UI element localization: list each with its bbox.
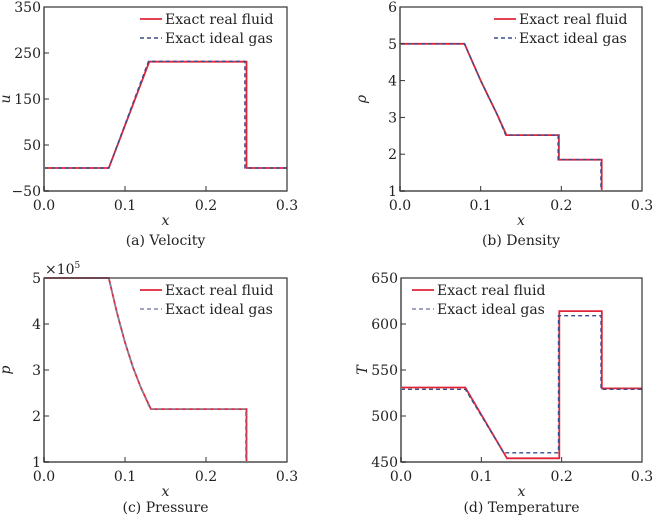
x-axis-label: x: [517, 213, 525, 229]
x-tick-label: 0.0: [389, 198, 411, 214]
y-tick-label: 4: [32, 317, 41, 333]
plot-area: [44, 277, 287, 463]
series-line-ideal-gas: [400, 43, 642, 192]
legend-label-ideal: Exact ideal gas: [519, 31, 627, 47]
legend-label-ideal: Exact ideal gas: [165, 302, 273, 318]
series-line-real-fluid: [401, 310, 642, 460]
panel-velocity: 0.0 0.1 0.2 0.3 350 250 150 50 −50 x u (a) Veloc…: [0, 0, 298, 249]
ticks: 0.0 0.1 0.2 0.3 6 5 4 3 2 1: [388, 0, 653, 214]
legend-label-ideal: Exact ideal gas: [437, 302, 545, 318]
y-tick-label: 500: [371, 409, 398, 425]
y-tick-label: 50: [23, 138, 41, 154]
x-tick-label: 0.3: [631, 469, 653, 485]
x-axis-label: x: [162, 484, 170, 500]
legend: Exact real fluid Exact ideal gas: [140, 283, 273, 318]
series-line-ideal-gas: [44, 277, 287, 463]
y-axis-multiplier: ×105: [45, 261, 81, 278]
series-line-real-fluid: [44, 60, 287, 169]
y-axis-label: ρ: [354, 94, 370, 104]
ticks: 0.0 0.1 0.2 0.3 350 250 150 50 −50: [11, 0, 298, 214]
y-tick-label: 5: [388, 37, 397, 53]
legend-label-real: Exact real fluid: [165, 283, 273, 299]
x-tick-label: 0.3: [276, 469, 298, 485]
x-tick-label: 0.2: [195, 469, 217, 485]
x-axis-label: x: [518, 484, 526, 500]
x-tick-label: 0.3: [276, 198, 298, 214]
y-tick-label: 350: [14, 0, 41, 16]
legend: Exact real fluid Exact ideal gas: [412, 283, 545, 318]
y-tick-label: 450: [371, 455, 398, 471]
x-tick-label: 0.3: [631, 198, 653, 214]
y-axis-label: T: [355, 364, 371, 375]
legend: Exact real fluid Exact ideal gas: [140, 12, 273, 47]
y-tick-label: 3: [32, 363, 41, 379]
series-line-real-fluid: [400, 42, 642, 192]
y-tick-label: 3: [388, 110, 397, 126]
x-tick-label: 0.0: [33, 198, 55, 214]
x-tick-label: 0.2: [550, 198, 572, 214]
ticks: 0.0 0.1 0.2 0.3 650 600 550 500 450: [371, 271, 653, 485]
panel-density: 0.0 0.1 0.2 0.3 6 5 4 3 2 1 x ρ (b) Density Exact…: [354, 0, 653, 249]
x-tick-label: 0.0: [33, 469, 55, 485]
y-tick-label: 4: [388, 74, 397, 90]
legend-label-real: Exact real fluid: [437, 283, 545, 299]
y-tick-label: 550: [371, 363, 398, 379]
x-tick-label: 0.1: [114, 469, 136, 485]
caption: (d) Temperature: [463, 500, 579, 516]
x-tick-label: 0.1: [114, 198, 136, 214]
y-tick-label: 150: [14, 92, 41, 108]
multiplier-exponent: 5: [75, 261, 81, 271]
plot-area: [400, 42, 642, 192]
y-tick-label: 1: [388, 184, 397, 200]
y-tick-label: 2: [388, 147, 397, 163]
x-tick-label: 0.2: [551, 469, 573, 485]
y-tick-label: 5: [32, 271, 41, 287]
multiplier-base: ×10: [45, 262, 75, 278]
y-tick-label: 600: [371, 317, 398, 333]
y-tick-label: 650: [371, 271, 398, 287]
y-tick-label: 1: [32, 455, 41, 471]
caption: (c) Pressure: [123, 500, 209, 516]
caption: (a) Velocity: [126, 233, 206, 249]
y-axis-label: p: [0, 365, 14, 374]
y-tick-label: −50: [11, 184, 41, 200]
y-tick-label: 2: [32, 409, 41, 425]
ticks: 0.0 0.1 0.2 0.3 5 4 3 2 1: [32, 271, 298, 485]
caption: (b) Density: [482, 233, 560, 249]
y-axis-label: u: [0, 94, 14, 103]
series-line-ideal-gas: [44, 60, 287, 169]
plot-area: [401, 310, 642, 460]
legend-label-real: Exact real fluid: [519, 12, 627, 28]
y-tick-label: 250: [14, 46, 41, 62]
legend-label-real: Exact real fluid: [165, 12, 273, 28]
plot-area: [44, 60, 287, 169]
legend-label-ideal: Exact ideal gas: [165, 31, 273, 47]
x-axis-label: x: [162, 213, 170, 229]
series-line-ideal-gas: [401, 315, 642, 454]
x-tick-label: 0.2: [195, 198, 217, 214]
y-tick-label: 6: [388, 0, 397, 16]
x-tick-label: 0.1: [470, 198, 492, 214]
panel-temperature: 0.0 0.1 0.2 0.3 650 600 550 500 450 x T (d) Temp…: [355, 271, 653, 516]
legend: Exact real fluid Exact ideal gas: [494, 12, 627, 47]
x-tick-label: 0.1: [470, 469, 492, 485]
x-tick-label: 0.0: [390, 469, 412, 485]
